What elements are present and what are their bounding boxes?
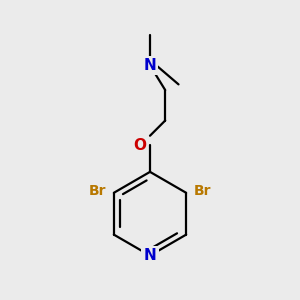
Text: Br: Br bbox=[89, 184, 106, 198]
Text: N: N bbox=[144, 248, 156, 263]
Text: Br: Br bbox=[194, 184, 211, 198]
Text: O: O bbox=[134, 138, 147, 153]
Text: N: N bbox=[144, 58, 156, 73]
